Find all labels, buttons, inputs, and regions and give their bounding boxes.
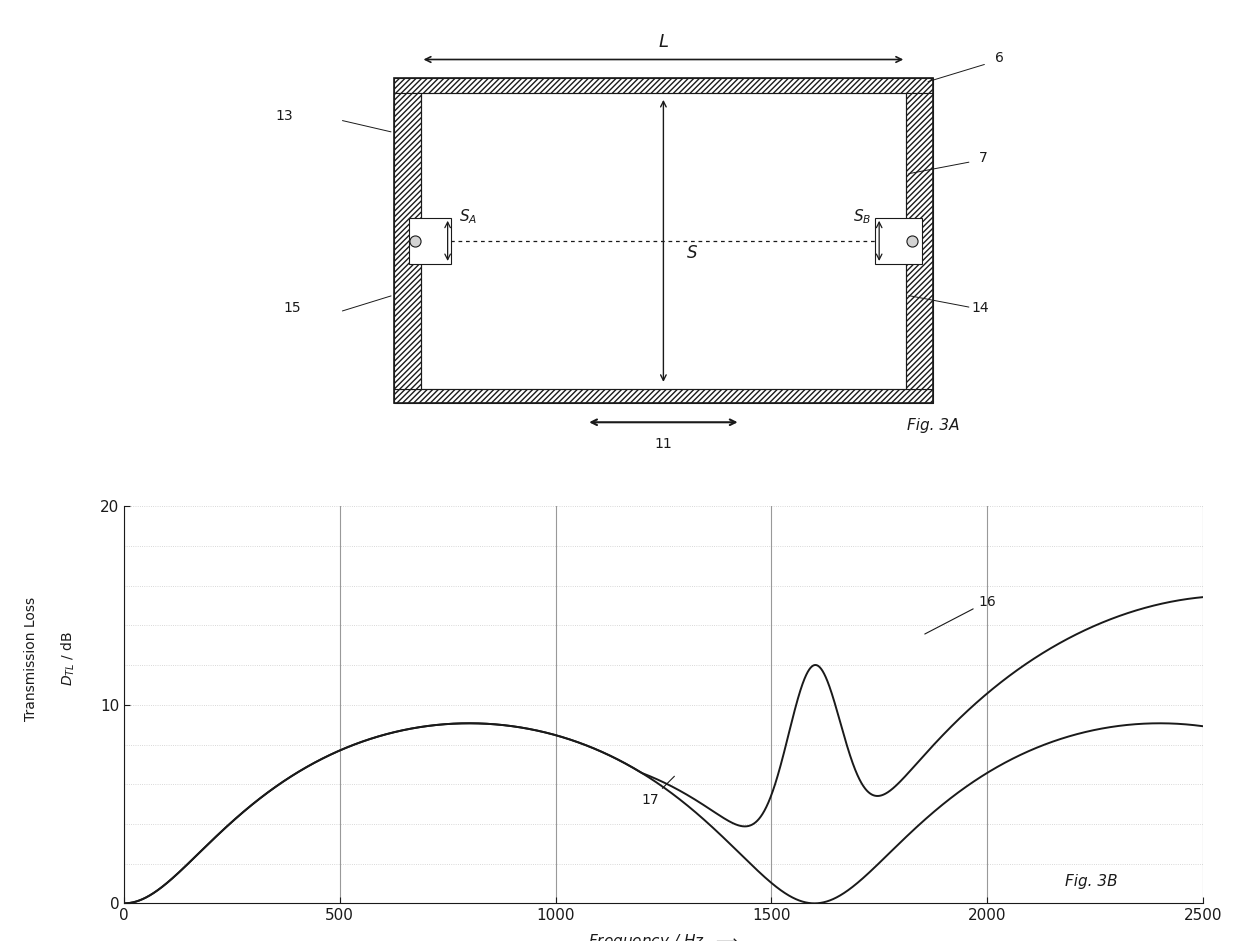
Text: 6: 6 <box>994 51 1003 65</box>
Text: $S_A$: $S_A$ <box>459 208 477 226</box>
Text: 13: 13 <box>277 109 294 123</box>
Bar <box>394 78 932 93</box>
Text: Fig. 3B: Fig. 3B <box>1065 874 1117 889</box>
Bar <box>394 93 420 389</box>
Bar <box>906 93 932 389</box>
Text: 17: 17 <box>642 776 675 807</box>
Text: L: L <box>658 33 668 51</box>
Text: 15: 15 <box>284 301 301 315</box>
Text: 16: 16 <box>925 595 996 634</box>
Bar <box>875 218 921 263</box>
Text: Transmission Loss: Transmission Loss <box>24 597 38 721</box>
Text: Fig. 3A: Fig. 3A <box>906 418 960 433</box>
Bar <box>394 389 932 404</box>
Text: $D_{TL}$ / dB: $D_{TL}$ / dB <box>60 631 77 686</box>
Text: 14: 14 <box>972 301 990 315</box>
Bar <box>394 78 932 404</box>
Bar <box>420 93 906 389</box>
Text: S: S <box>687 245 697 263</box>
Text: $S_B$: $S_B$ <box>853 208 872 226</box>
X-axis label: Frequency / Hz  $\longrightarrow$: Frequency / Hz $\longrightarrow$ <box>588 932 739 941</box>
Text: 11: 11 <box>655 437 672 451</box>
Bar <box>409 218 451 263</box>
Text: 7: 7 <box>980 151 988 165</box>
